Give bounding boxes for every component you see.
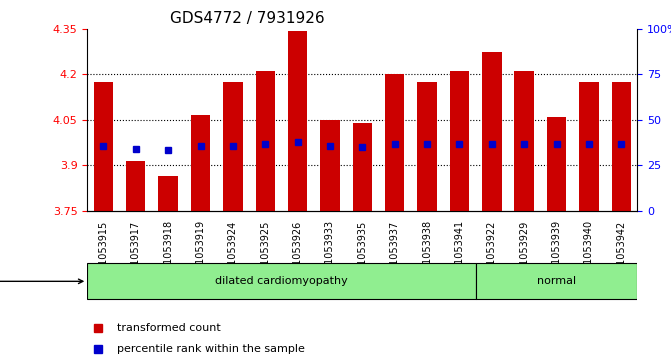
Text: normal: normal <box>537 276 576 286</box>
Bar <box>320 120 340 211</box>
Bar <box>515 72 534 211</box>
Text: disease state: disease state <box>0 276 83 286</box>
Bar <box>385 74 405 211</box>
Bar <box>450 72 469 211</box>
Bar <box>223 82 243 211</box>
FancyBboxPatch shape <box>476 263 637 299</box>
Bar <box>547 117 566 211</box>
Text: GDS4772 / 7931926: GDS4772 / 7931926 <box>170 12 324 26</box>
Text: transformed count: transformed count <box>117 323 221 333</box>
Bar <box>288 30 307 211</box>
Bar <box>611 82 631 211</box>
Bar <box>158 176 178 211</box>
Bar <box>417 82 437 211</box>
Bar <box>94 82 113 211</box>
Bar <box>191 115 210 211</box>
FancyBboxPatch shape <box>87 263 476 299</box>
Bar <box>353 123 372 211</box>
Text: dilated cardiomyopathy: dilated cardiomyopathy <box>215 276 348 286</box>
Bar <box>126 160 146 211</box>
Text: percentile rank within the sample: percentile rank within the sample <box>117 344 305 354</box>
Bar <box>482 52 501 211</box>
Bar <box>256 72 275 211</box>
Bar <box>579 82 599 211</box>
